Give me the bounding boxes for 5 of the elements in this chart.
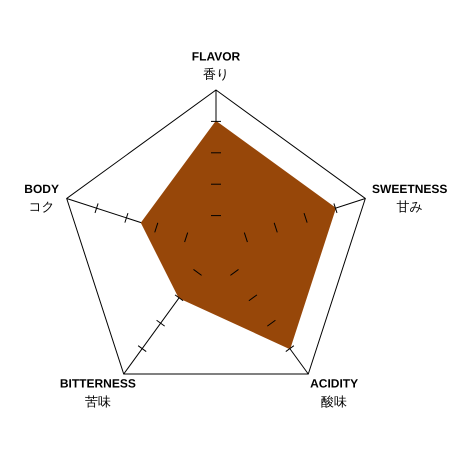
spoke-label: SWEETNESS 甘み — [372, 182, 448, 214]
spoke-label: FLAVOR 香り — [192, 49, 241, 82]
spoke-label: BODY コク — [24, 182, 59, 214]
spoke-label: BITTERNESS 苦味 — [60, 376, 136, 410]
spoke-label: ACIDITY 酸味 — [310, 376, 358, 410]
